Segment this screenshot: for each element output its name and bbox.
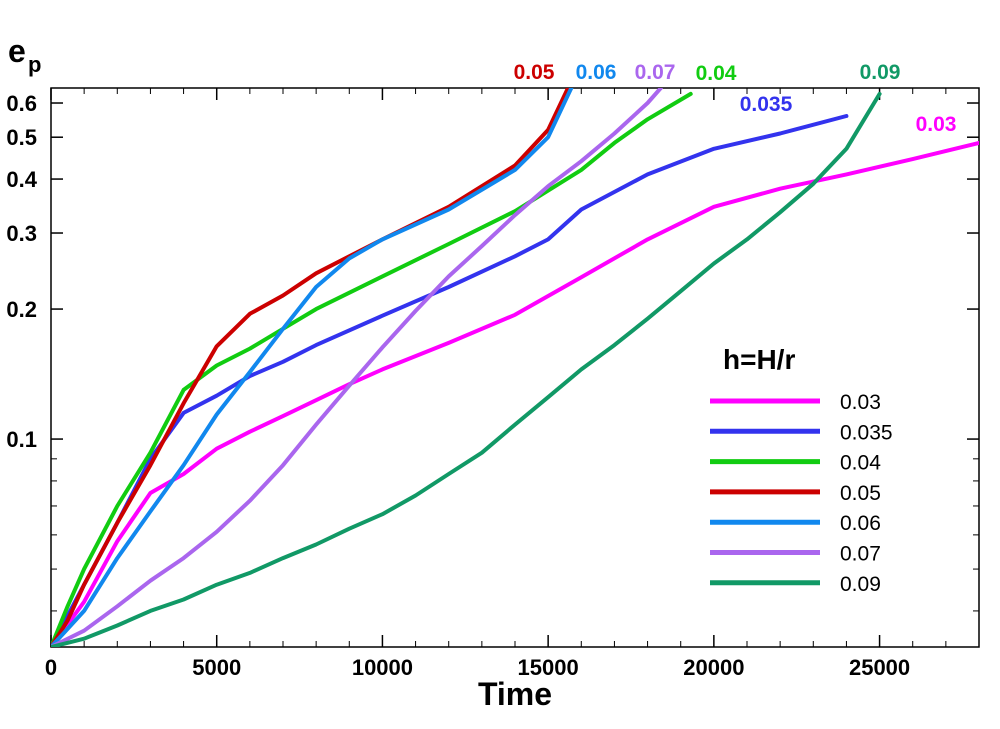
end-label-0.035: 0.035 — [740, 93, 793, 116]
y-tick-label: 0.3 — [6, 221, 37, 246]
series-line-0.09 — [51, 91, 882, 647]
y-tick-label: 0.6 — [6, 91, 37, 116]
y-tick-label: 0.2 — [6, 297, 37, 322]
series-line-0.06 — [51, 88, 574, 647]
series-line-0.07 — [51, 88, 663, 647]
y-tick-label: 0.5 — [6, 125, 37, 150]
legend-title: h=H/r — [723, 344, 795, 375]
legend-label-0.07: 0.07 — [840, 543, 881, 566]
y-axis-title-subscript: p — [28, 52, 41, 77]
x-tick-label: 10000 — [352, 655, 413, 680]
legend-label-0.03: 0.03 — [840, 391, 881, 414]
series-line-0.035 — [51, 114, 849, 647]
end-label-0.06: 0.06 — [576, 61, 617, 84]
series-line-0.05 — [51, 88, 570, 647]
end-label-0.05: 0.05 — [514, 61, 555, 84]
legend-label-0.035: 0.035 — [840, 421, 893, 444]
end-label-0.04: 0.04 — [696, 62, 737, 85]
x-tick-label: 15000 — [518, 655, 579, 680]
y-tick-label: 0.1 — [6, 427, 37, 452]
legend-label-0.04: 0.04 — [840, 452, 881, 475]
x-tick-label: 25000 — [849, 655, 910, 680]
x-tick-label: 0 — [45, 655, 57, 680]
legend-label-0.05: 0.05 — [840, 482, 881, 505]
legend-label-0.09: 0.09 — [840, 573, 881, 596]
x-tick-label: 20000 — [683, 655, 744, 680]
y-tick-label: 0.4 — [6, 167, 37, 192]
x-axis-title: Time — [478, 676, 552, 712]
y-axis-title: e — [8, 33, 26, 69]
series-line-0.03 — [51, 140, 979, 647]
end-label-0.07: 0.07 — [635, 61, 676, 84]
end-label-0.09: 0.09 — [860, 61, 901, 84]
x-tick-label: 5000 — [192, 655, 241, 680]
legend-label-0.06: 0.06 — [840, 512, 881, 535]
series-line-0.04 — [51, 91, 693, 647]
end-label-0.03: 0.03 — [916, 113, 957, 136]
